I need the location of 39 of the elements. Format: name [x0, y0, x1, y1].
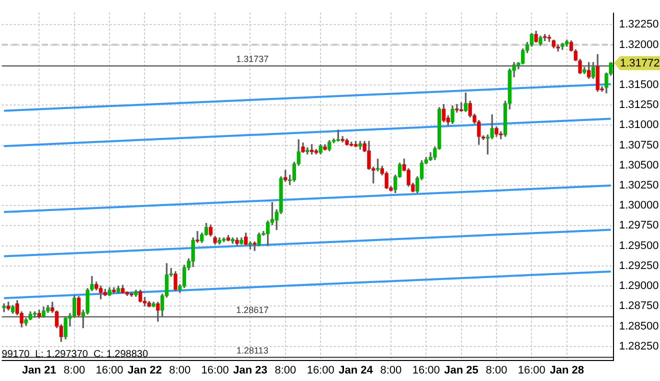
x-tick-label: 16:00	[306, 364, 334, 377]
x-tick-label: Jan 23	[233, 364, 268, 377]
x-tick-label: 8:00	[380, 364, 402, 377]
x-tick-label: 16:00	[201, 364, 229, 377]
annotation: 99170 L: 1.297370 C: 1.298830	[2, 348, 148, 360]
y-tick-label: 1.31250	[619, 99, 659, 112]
candlestick	[2, 303, 6, 312]
x-tick-label: 16:00	[412, 364, 440, 377]
ref-line-label: 1.31737	[236, 54, 269, 64]
x-tick-label: 8:00	[274, 364, 296, 377]
y-tick-label: 1.28750	[619, 300, 659, 312]
x-tick-label: Jan 28	[550, 364, 584, 377]
x-tick-label: 8:00	[486, 364, 508, 377]
x-tick-label: 16:00	[96, 364, 124, 377]
y-tick-label: 1.28250	[619, 340, 659, 352]
x-tick-label: 16:00	[518, 364, 546, 377]
y-tick-label: 1.29750	[619, 220, 659, 232]
y-tick-label: 1.32000	[619, 38, 659, 51]
y-tick-label: 1.28500	[619, 320, 659, 332]
x-tick-label: Jan 25	[444, 364, 478, 377]
y-tick-label: 1.30000	[619, 200, 659, 212]
x-tick-label: 8:00	[64, 364, 86, 377]
y-tick-label: 1.30750	[619, 139, 659, 152]
x-tick-label: Jan 22	[128, 364, 162, 377]
y-tick-label: 1.32250	[619, 18, 659, 31]
x-tick-label: Jan 21	[22, 364, 56, 377]
y-tick-label: 1.30250	[619, 180, 659, 192]
ref-line-label: 1.28617	[236, 304, 269, 315]
x-tick-label: 8:00	[169, 364, 191, 377]
y-tick-label: 1.29500	[619, 240, 659, 252]
candlestick	[130, 292, 134, 297]
y-tick-label: 1.31000	[619, 119, 659, 132]
x-tick-label: Jan 24	[338, 364, 374, 377]
y-tick-label: 1.31500	[619, 79, 659, 92]
text: 1.31772	[620, 58, 660, 70]
y-tick-label: 1.30500	[619, 159, 659, 172]
ref-line-label: 1.28113	[236, 345, 268, 356]
y-tick-label: 1.29250	[619, 260, 659, 272]
y-tick-label: 1.29000	[619, 280, 659, 292]
